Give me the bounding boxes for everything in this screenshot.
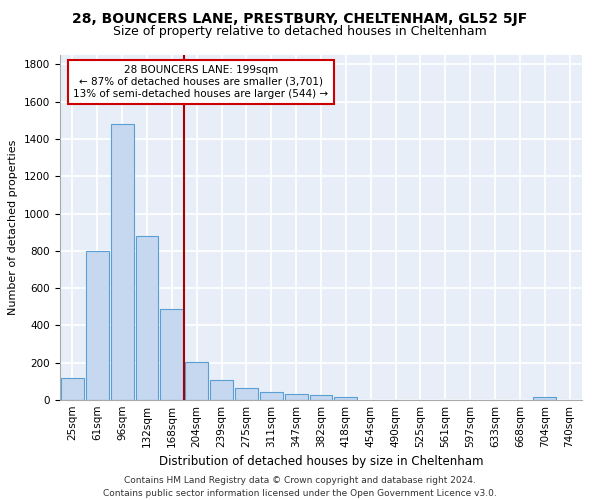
Bar xyxy=(285,394,308,400)
Text: Size of property relative to detached houses in Cheltenham: Size of property relative to detached ho… xyxy=(113,25,487,38)
Text: Contains HM Land Registry data © Crown copyright and database right 2024.
Contai: Contains HM Land Registry data © Crown c… xyxy=(103,476,497,498)
Bar xyxy=(136,236,158,400)
Bar xyxy=(210,380,233,400)
Text: 28, BOUNCERS LANE, PRESTBURY, CHELTENHAM, GL52 5JF: 28, BOUNCERS LANE, PRESTBURY, CHELTENHAM… xyxy=(73,12,527,26)
Bar xyxy=(86,251,109,400)
Bar xyxy=(310,396,332,400)
Bar xyxy=(533,397,556,400)
X-axis label: Distribution of detached houses by size in Cheltenham: Distribution of detached houses by size … xyxy=(159,456,483,468)
Bar xyxy=(260,392,283,400)
Text: 28 BOUNCERS LANE: 199sqm
← 87% of detached houses are smaller (3,701)
13% of sem: 28 BOUNCERS LANE: 199sqm ← 87% of detach… xyxy=(73,66,329,98)
Y-axis label: Number of detached properties: Number of detached properties xyxy=(8,140,19,315)
Bar xyxy=(334,397,357,400)
Bar xyxy=(111,124,134,400)
Bar xyxy=(61,378,84,400)
Bar xyxy=(185,362,208,400)
Bar xyxy=(160,308,183,400)
Bar xyxy=(235,388,258,400)
